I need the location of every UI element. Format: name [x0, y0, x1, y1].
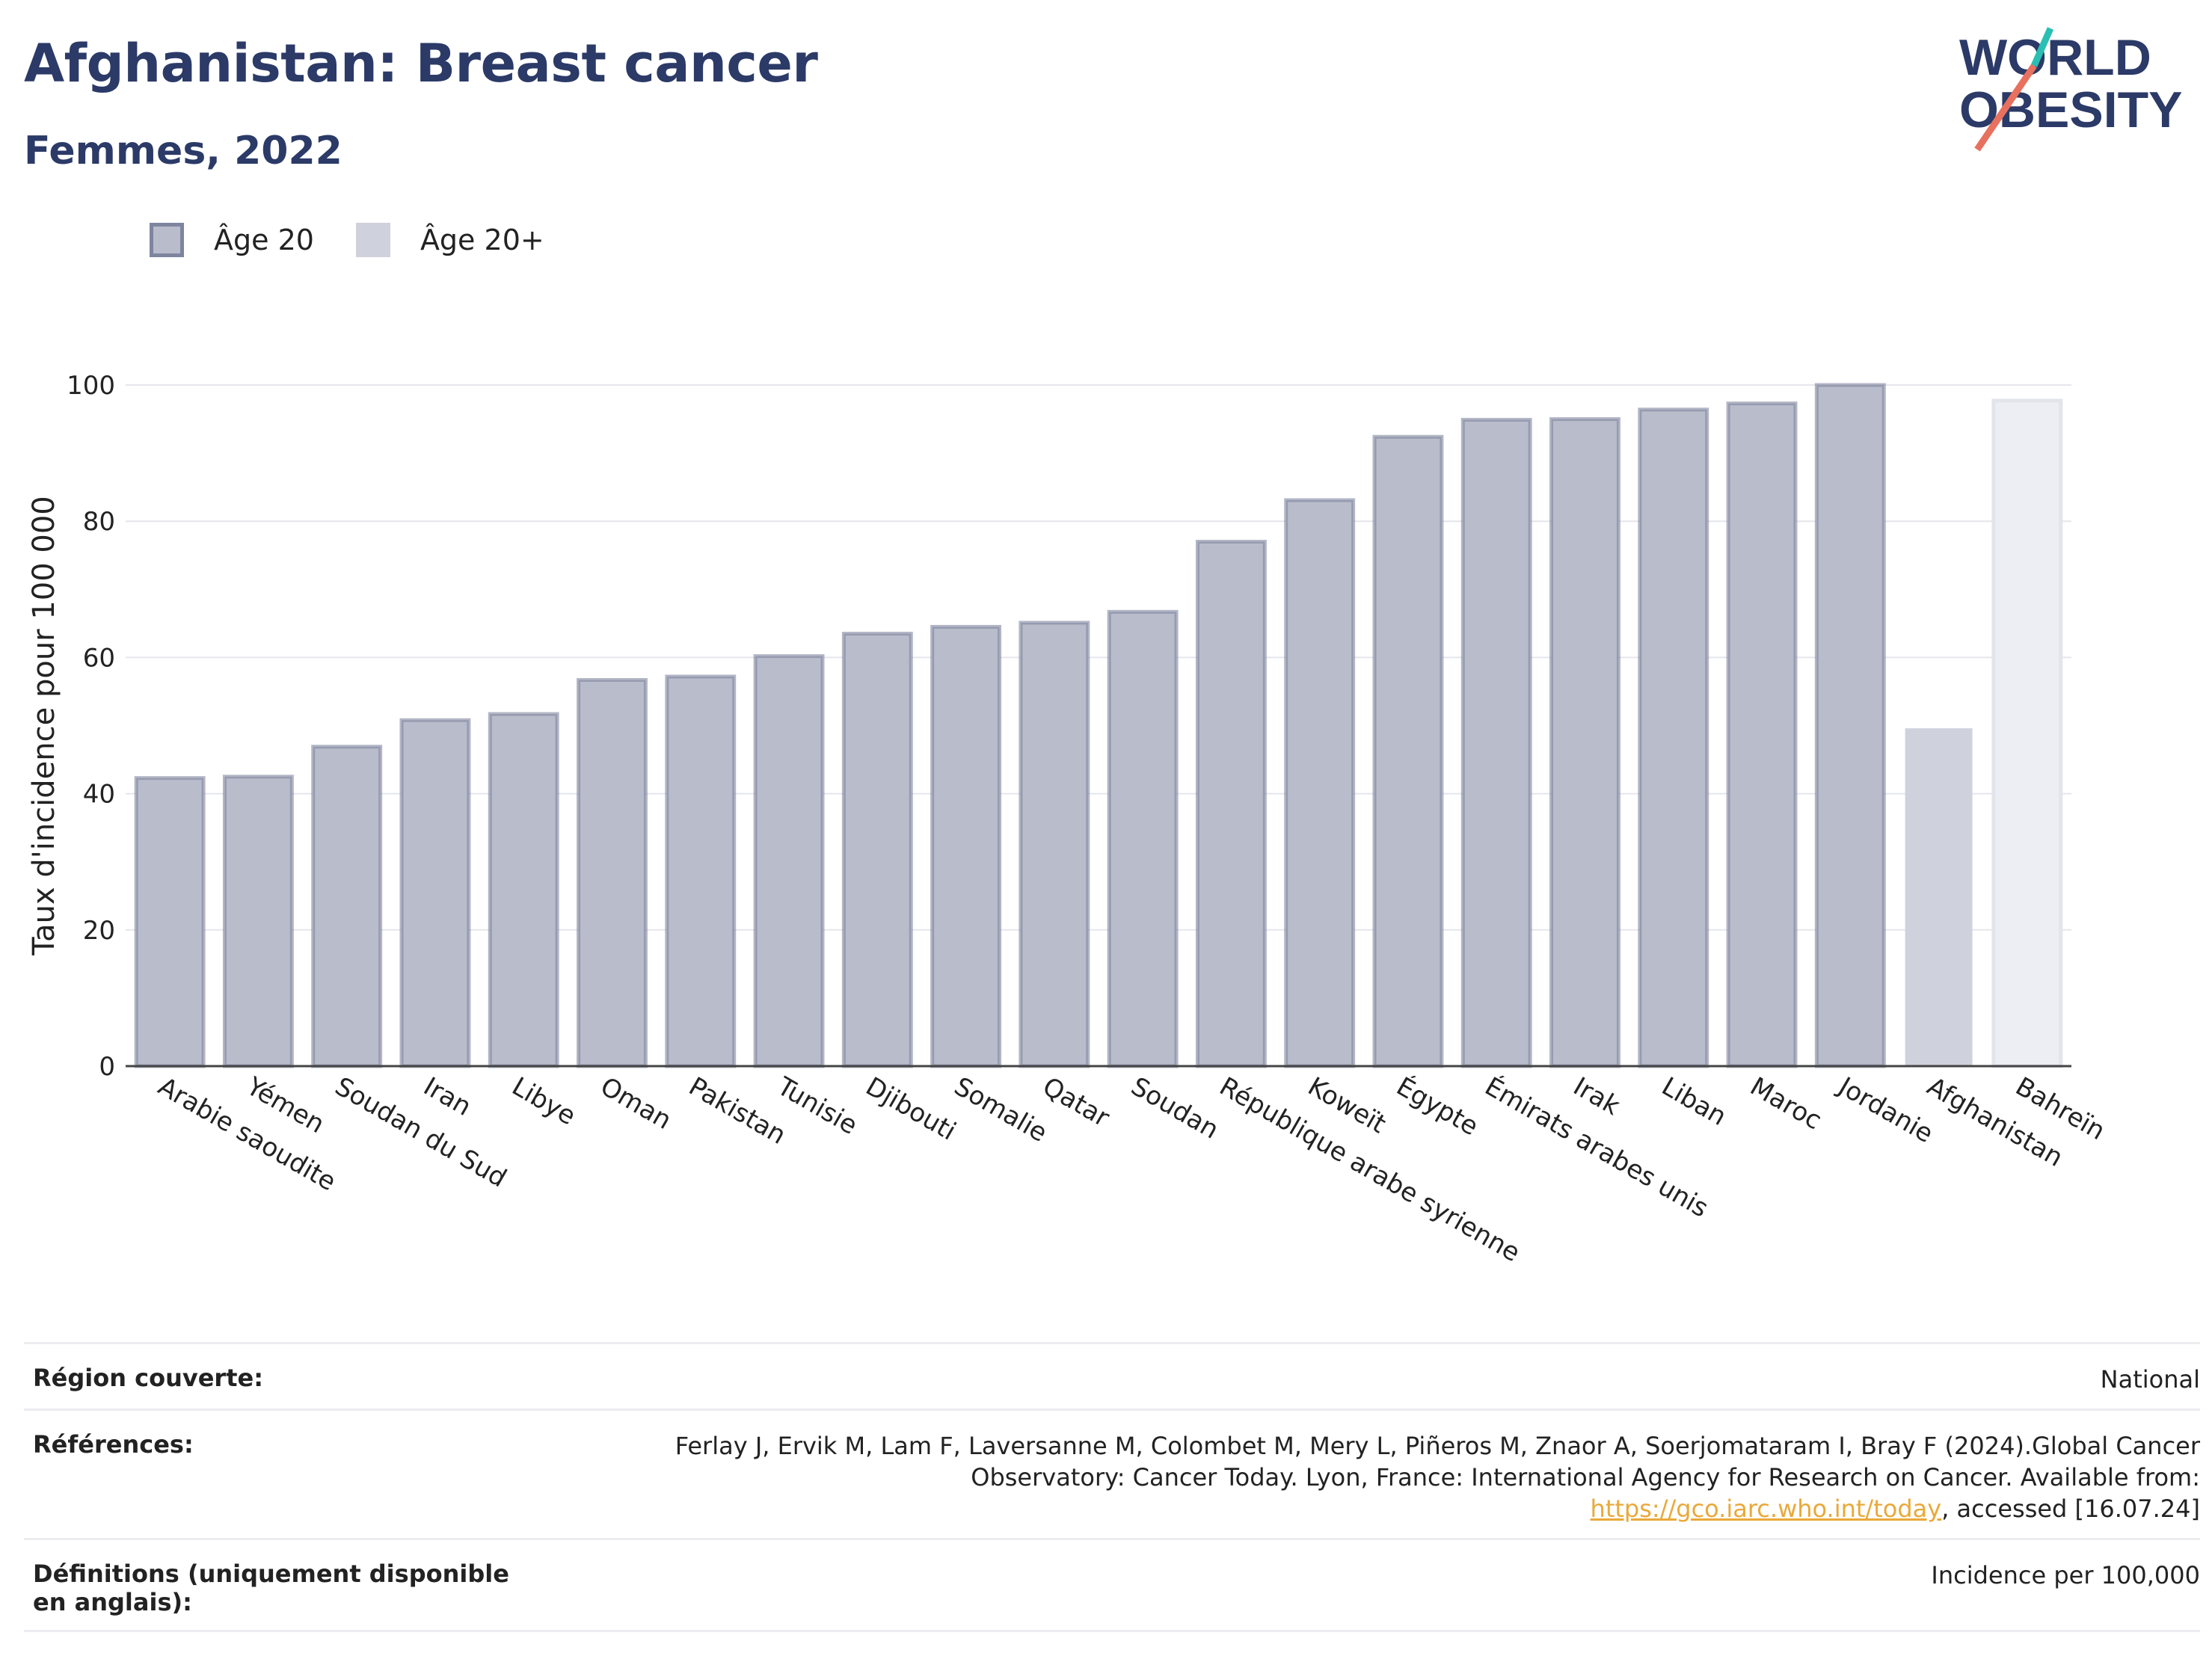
bar [488, 712, 559, 1068]
bar [1372, 434, 1444, 1068]
x-tick-label: Soudan [1126, 1071, 1224, 1145]
bar [1460, 417, 1532, 1068]
references-text: Ferlay J, Ervik M, Lam F, Laversanne M, … [675, 1432, 2200, 1492]
legend-label-age-20: Âge 20 [214, 224, 314, 256]
x-tick-label: Égypte [1391, 1071, 1484, 1142]
bar [1726, 401, 1798, 1068]
bar [1107, 609, 1179, 1068]
x-tick-label: Libye [507, 1071, 581, 1131]
bar [1905, 728, 1973, 1066]
references-value: Ferlay J, Ervik M, Lam F, Laversanne M, … [630, 1430, 2200, 1524]
bar [222, 775, 294, 1068]
x-tick-label: Oman [595, 1071, 677, 1136]
bar [1814, 383, 1886, 1068]
region-value: National [2100, 1365, 2200, 1394]
region-label: Région couverte: [33, 1364, 263, 1392]
info-row-region: Région couverte: National [24, 1342, 2200, 1409]
y-tick-label: 60 [83, 643, 115, 673]
page-subtitle: Femmes, 2022 [24, 129, 342, 173]
y-tick-label: 0 [99, 1052, 115, 1082]
references-link[interactable]: https://gco.iarc.who.int/today [1590, 1495, 1942, 1523]
bar [1549, 417, 1620, 1068]
info-bottom-rule [24, 1630, 2200, 1632]
legend-item-age-20-plus[interactable]: Âge 20+ [355, 223, 544, 257]
bar [134, 776, 206, 1068]
world-obesity-logo: WORLD OBESITY [1959, 22, 2199, 157]
bar [399, 718, 471, 1068]
legend-item-age-20[interactable]: Âge 20 [150, 223, 314, 257]
bar [841, 632, 913, 1068]
legend-swatch-age-20-plus [355, 223, 390, 257]
y-axis-label: Taux d'incidence pour 100 000 [27, 496, 61, 955]
bar [1638, 407, 1709, 1068]
bar [1284, 498, 1356, 1068]
info-row-references: Références: Ferlay J, Ervik M, Lam F, La… [24, 1409, 2200, 1538]
svg-text:WORLD: WORLD [1959, 29, 2151, 86]
y-tick-label: 80 [83, 507, 115, 537]
references-suffix: , accessed [16.07.24] [1941, 1495, 2200, 1523]
y-tick-label: 100 [67, 371, 115, 401]
x-tick-label: Irak [1568, 1071, 1625, 1121]
bar [1019, 621, 1090, 1068]
svg-text:OBESITY: OBESITY [1959, 81, 2183, 138]
x-tick-label: Iran [418, 1071, 476, 1122]
legend-swatch-age-20 [150, 223, 184, 257]
page-title: Afghanistan: Breast cancer [24, 33, 818, 94]
x-tick-label: Djibouti [861, 1071, 961, 1147]
y-tick-label: 20 [83, 916, 115, 946]
bar [930, 624, 1002, 1068]
chart-legend: Âge 20 Âge 20+ [150, 223, 586, 257]
bar [665, 674, 737, 1068]
definitions-label: Définitions (uniquement disponible en an… [33, 1560, 509, 1616]
x-tick-label: Pakistan [683, 1071, 790, 1151]
legend-label-age-20-plus: Âge 20+ [420, 224, 544, 256]
info-table: Région couverte: National Références: Fe… [24, 1342, 2200, 1632]
x-tick-label: Somalie [949, 1071, 1052, 1148]
x-tick-label: Jordanie [1832, 1071, 1938, 1149]
references-label: Références: [33, 1430, 194, 1459]
bar [311, 745, 383, 1068]
bar [577, 677, 648, 1068]
x-tick-label: Liban [1656, 1071, 1731, 1132]
bar [1991, 398, 2063, 1068]
bar [753, 654, 825, 1068]
y-tick-label: 40 [83, 780, 115, 810]
definitions-value: Incidence per 100,000 [1931, 1561, 2200, 1589]
bar [1195, 540, 1267, 1068]
x-tick-label: Soudan du Sud [330, 1071, 511, 1193]
bar-chart: Taux d'incidence pour 100 000 0 20 40 60 80 10… [27, 371, 2110, 1268]
x-tick-label: Maroc [1745, 1071, 1827, 1136]
info-row-definitions: Définitions (uniquement disponible en an… [24, 1538, 2200, 1630]
